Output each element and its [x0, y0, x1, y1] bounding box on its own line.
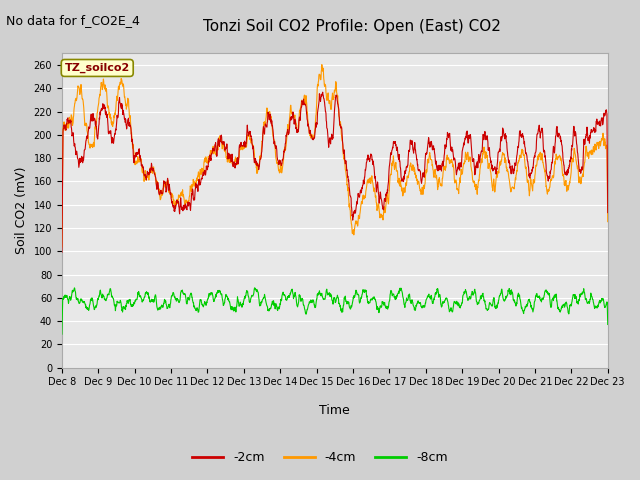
Y-axis label: Soil CO2 (mV): Soil CO2 (mV) — [15, 167, 28, 254]
X-axis label: Time: Time — [319, 404, 350, 417]
Legend: -2cm, -4cm, -8cm: -2cm, -4cm, -8cm — [187, 446, 453, 469]
Text: No data for f_CO2E_4: No data for f_CO2E_4 — [6, 14, 140, 27]
Text: Tonzi Soil CO2 Profile: Open (East) CO2: Tonzi Soil CO2 Profile: Open (East) CO2 — [203, 19, 501, 34]
Text: TZ_soilco2: TZ_soilco2 — [65, 63, 130, 73]
